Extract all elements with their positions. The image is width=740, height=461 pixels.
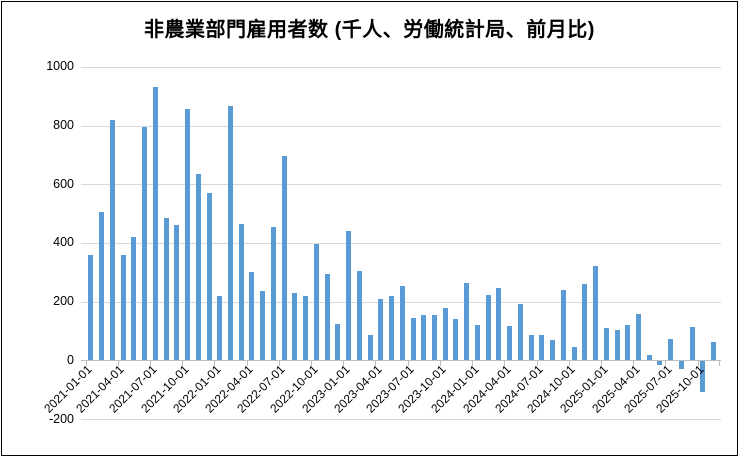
- gridline: [81, 419, 721, 420]
- gridline: [81, 184, 721, 186]
- bar-2024-01-01: [474, 325, 480, 361]
- x-axis-tick: [568, 361, 570, 367]
- bar-2021-12-01: [206, 193, 212, 361]
- bar-2021-09-01: [174, 225, 180, 361]
- bar-2021-02-01: [99, 212, 105, 361]
- bar-2022-09-01: [303, 295, 309, 361]
- bar-2023-11-01: [453, 319, 459, 361]
- x-axis-tick: [633, 361, 635, 367]
- x-axis-tick: [149, 361, 151, 367]
- bar-2021-07-01: [152, 87, 158, 361]
- y-axis-tick-label: 600: [53, 176, 74, 191]
- bar-2022-10-01: [313, 244, 319, 361]
- bar-2021-11-01: [195, 173, 201, 361]
- bar-2023-12-01: [464, 282, 470, 361]
- bar-2024-10-01: [571, 347, 577, 361]
- bar-2021-01-01: [88, 254, 94, 361]
- bar-2023-02-01: [356, 270, 362, 361]
- bar-2022-07-01: [281, 156, 287, 361]
- bar-2022-05-01: [260, 291, 266, 361]
- bar-2021-08-01: [163, 218, 169, 361]
- bar-2025-03-01: [625, 325, 631, 361]
- bar-2025-07-01: [668, 339, 674, 361]
- bar-2021-03-01: [109, 119, 115, 361]
- bar-2024-02-01: [485, 295, 491, 361]
- bar-2025-01-01: [603, 327, 609, 361]
- bar-2022-06-01: [270, 226, 276, 361]
- y-axis-tick-label: 400: [53, 235, 74, 250]
- y-axis-tick-label: 0: [67, 352, 74, 367]
- bar-2024-11-01: [582, 283, 588, 361]
- bar-2025-06-01: [657, 361, 663, 366]
- x-axis-tick: [246, 361, 248, 367]
- bar-2024-03-01: [496, 288, 502, 361]
- bar-2021-06-01: [142, 127, 148, 361]
- bar-2023-01-01: [346, 231, 352, 361]
- bar-2022-04-01: [249, 272, 255, 361]
- bar-2021-05-01: [131, 237, 137, 361]
- bar-2023-07-01: [410, 317, 416, 361]
- x-axis-tick: [665, 361, 667, 367]
- bar-2023-03-01: [367, 335, 373, 361]
- bar-2022-08-01: [292, 292, 298, 361]
- x-axis-tick: [117, 361, 119, 367]
- bar-2021-04-01: [120, 254, 126, 361]
- bar-2023-04-01: [378, 298, 384, 361]
- bar-2025-02-01: [614, 330, 620, 361]
- bar-2022-02-01: [227, 106, 233, 361]
- x-axis-tick: [375, 361, 377, 367]
- y-axis-tick-label: 800: [53, 118, 74, 132]
- bar-2024-04-01: [507, 325, 513, 361]
- bar-2025-10-01: [700, 361, 706, 393]
- x-axis-tick: [600, 361, 602, 367]
- y-axis-tick-label: 200: [53, 294, 74, 309]
- x-axis-tick: [182, 361, 184, 367]
- x-axis-tick: [536, 361, 538, 367]
- bar-2024-07-01: [539, 334, 545, 361]
- x-axis-tick: [472, 361, 473, 367]
- gridline: [81, 66, 721, 68]
- bar-2024-09-01: [560, 289, 566, 361]
- x-axis-line: [81, 360, 721, 362]
- bar-2023-10-01: [442, 307, 448, 361]
- bar-2024-06-01: [528, 334, 534, 361]
- gridline: [81, 242, 721, 244]
- x-axis-tick: [504, 361, 506, 367]
- bar-2022-11-01: [324, 273, 330, 361]
- bar-2024-12-01: [593, 265, 598, 361]
- x-axis-tick: [214, 361, 216, 367]
- y-axis-tick-label: 1000: [46, 59, 74, 74]
- bar-2025-04-01: [636, 313, 641, 361]
- bar-2024-08-01: [550, 339, 556, 361]
- x-axis-tick: [278, 361, 280, 367]
- bar-2025-11-01: [711, 341, 717, 361]
- y-axis-tick-label: -200: [48, 411, 74, 426]
- bar-2021-10-01: [185, 109, 190, 361]
- bar-2025-09-01: [689, 326, 695, 361]
- bar-2022-03-01: [238, 223, 244, 361]
- bar-2023-09-01: [432, 314, 437, 361]
- bar-2023-08-01: [421, 314, 427, 361]
- x-axis-tick: [697, 361, 699, 367]
- x-axis-tick: [343, 361, 345, 367]
- x-axis-tick: [311, 361, 312, 367]
- x-axis-tick: [407, 361, 409, 367]
- bar-2022-12-01: [335, 323, 341, 361]
- x-axis-tick: [719, 361, 720, 367]
- bar-2023-05-01: [389, 295, 394, 361]
- bar-2025-05-01: [646, 354, 652, 361]
- bar-2022-01-01: [217, 295, 223, 361]
- x-axis-tick: [85, 361, 87, 367]
- bar-2023-06-01: [399, 285, 405, 361]
- bar-2025-08-01: [678, 361, 684, 370]
- bar-2024-05-01: [517, 303, 523, 361]
- chart-title: 非農業部門雇用者数 (千人、労働統計局、前月比): [144, 19, 595, 41]
- gridline: [81, 125, 721, 127]
- x-axis-tick: [439, 361, 441, 367]
